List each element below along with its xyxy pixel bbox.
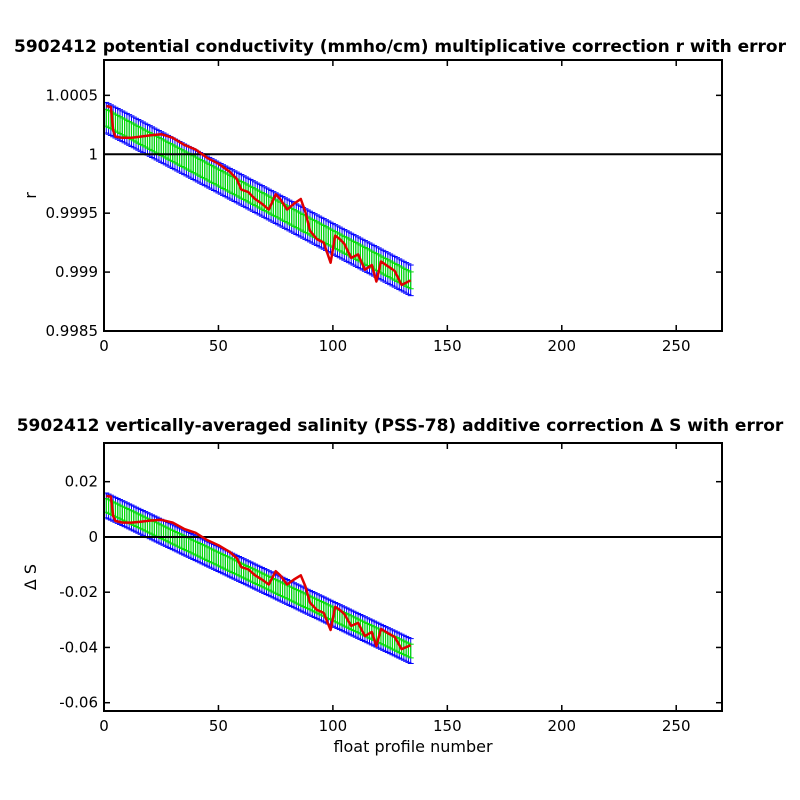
y-axis-label: Δ S <box>21 564 40 590</box>
plot-content <box>104 492 722 664</box>
y-tick-label: 0.999 <box>55 263 98 281</box>
x-axis-label: float profile number <box>333 737 493 756</box>
plot-area: 0 50 100 150 200 250 0.9985 0.999 0.9995 1 1.0005 <box>46 59 723 355</box>
y-tick-label: 1 <box>88 145 98 163</box>
x-tick-label: 150 <box>433 337 462 355</box>
y-axis-label: r <box>21 192 40 199</box>
plot-area: 0 50 100 150 200 250 -0.06 -0.04 -0.02 0 0.02 <box>59 442 723 735</box>
y-tick-label: 0 <box>88 528 98 546</box>
x-tick-label: 50 <box>209 337 228 355</box>
chart-title: 5902412 potential conductivity (mmho/cm)… <box>14 37 787 57</box>
raw-correction-line <box>106 104 412 287</box>
axes-box <box>103 59 723 332</box>
x-tick-label: 100 <box>319 717 348 735</box>
x-tick-label: 250 <box>662 337 691 355</box>
plot-content <box>104 101 722 297</box>
x-tick-label: 100 <box>319 337 348 355</box>
y-tick-label: 0.02 <box>65 473 98 491</box>
axes-box <box>103 442 723 712</box>
x-tick-label: 250 <box>662 717 691 735</box>
x-tick-label: 50 <box>209 717 228 735</box>
x-tick-label: 0 <box>99 717 109 735</box>
x-tick-label: 200 <box>547 717 576 735</box>
conductivity-correction-panel: 5902412 potential conductivity (mmho/cm)… <box>14 37 787 355</box>
x-tick-label: 200 <box>547 337 576 355</box>
raw-correction-line <box>106 494 412 651</box>
fit-markers <box>104 108 414 290</box>
y-tick-label: -0.04 <box>59 638 98 656</box>
y-tick-label: 0.9995 <box>46 204 99 222</box>
y-tick-label: -0.02 <box>59 583 98 601</box>
y-tick-label: 0.9985 <box>46 322 99 340</box>
x-tick-label: 150 <box>433 717 462 735</box>
salinity-correction-panel: 5902412 vertically-averaged salinity (PS… <box>17 416 784 756</box>
y-tick-label: -0.06 <box>59 694 98 712</box>
chart-title: 5902412 vertically-averaged salinity (PS… <box>17 416 784 436</box>
x-tick-label: 0 <box>99 337 109 355</box>
y-tick-label: 1.0005 <box>46 86 99 104</box>
